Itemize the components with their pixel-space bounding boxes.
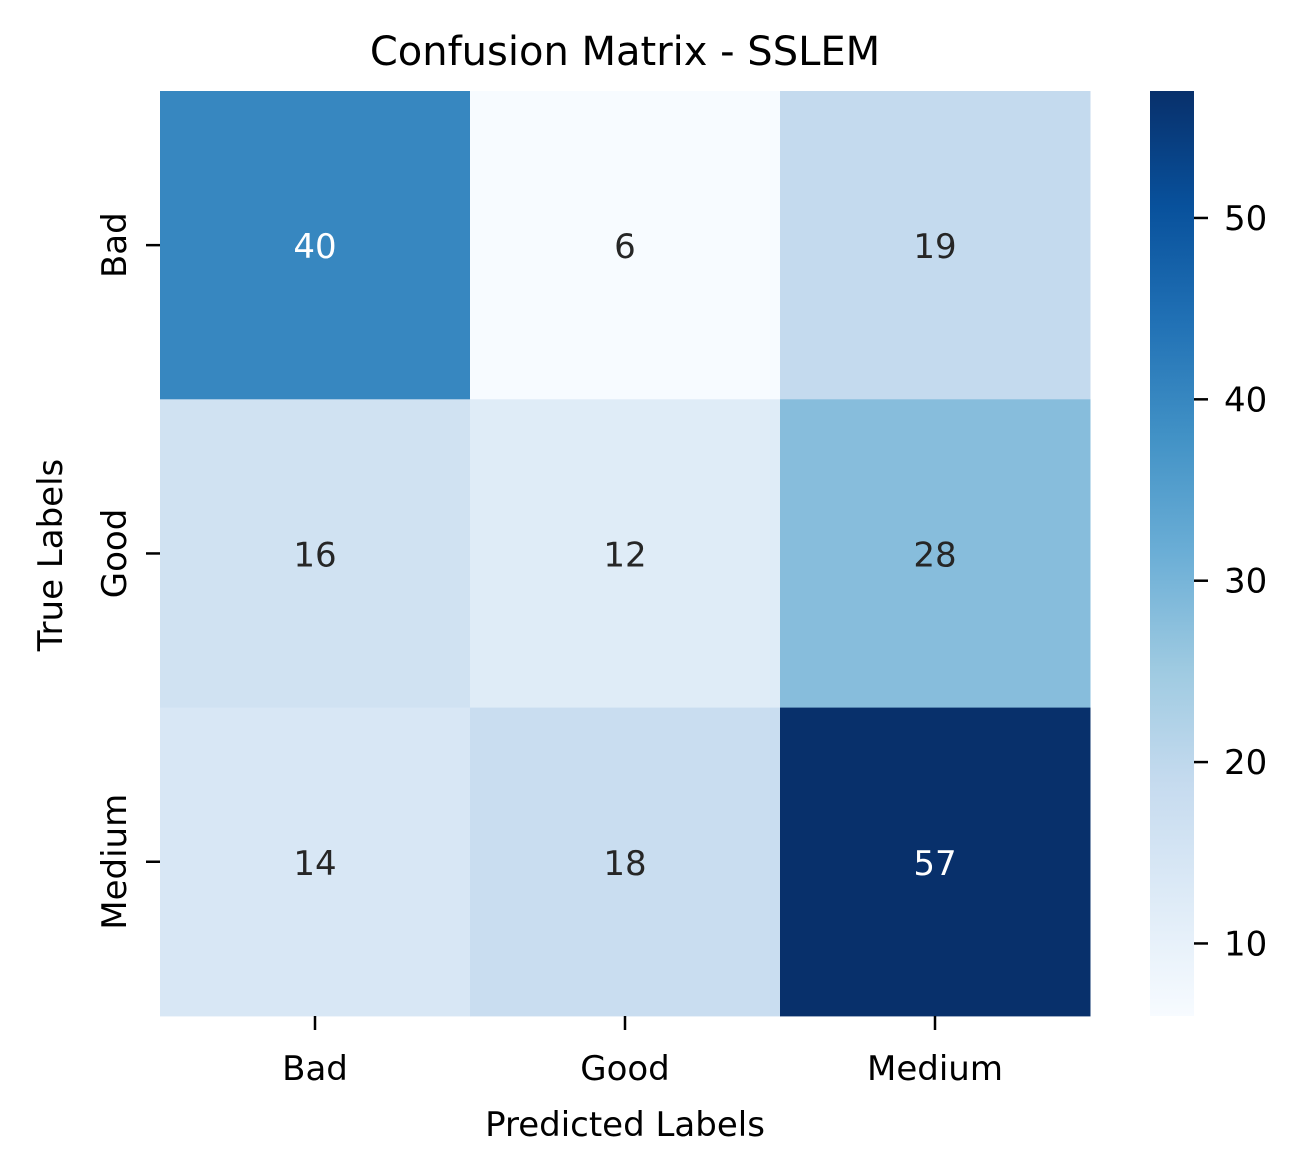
cell-value-2-1: 18 [603,844,646,884]
x-axis-ticks: Bad Good Medium [282,1016,1003,1089]
heatmap-cell-2-2 [780,707,1091,1017]
cell-value-0-2: 19 [913,227,956,267]
heatmap-cells [160,91,1091,1017]
y-axis-ticks: Bad Good Medium [95,212,160,930]
colorbar-tick-label: 20 [1224,743,1267,783]
colorbar-ticks: 10 20 30 40 50 [1194,199,1267,964]
heatmap-cell-1-0 [160,399,471,709]
cell-value-2-2: 57 [913,844,956,884]
heatmap-cell-0-0 [160,91,471,400]
cell-value-1-0: 16 [293,535,336,575]
y-tick-label: Medium [95,794,135,930]
x-tick-label: Good [580,1049,670,1089]
cell-value-0-0: 40 [293,227,336,267]
y-tick-label: Bad [95,212,135,278]
chart-title: Confusion Matrix - SSLEM [370,29,880,75]
cell-value-0-1: 6 [614,227,636,267]
x-tick-label: Medium [867,1049,1003,1089]
x-axis-label: Predicted Labels [485,1105,765,1145]
cell-value-1-1: 12 [603,535,646,575]
heatmap-cell-0-2 [780,91,1091,400]
heatmap-annotations: 40 6 19 16 12 28 14 18 57 [293,227,956,884]
cell-value-2-0: 14 [293,844,336,884]
heatmap-cell-2-0 [160,707,471,1017]
colorbar [1150,91,1194,1016]
y-tick-label: Good [95,509,135,599]
colorbar-tick-label: 40 [1224,380,1267,420]
cell-value-1-2: 28 [913,535,956,575]
y-axis-label: True Labels [31,459,71,652]
colorbar-tick-label: 30 [1224,562,1267,602]
colorbar-tick-label: 50 [1224,199,1267,239]
colorbar-tick-label: 10 [1224,924,1267,964]
x-tick-label: Bad [282,1049,348,1089]
heatmap-cell-0-1 [470,91,781,400]
heatmap-cell-2-1 [470,707,781,1017]
heatmap-cell-1-1 [470,399,781,709]
heatmap-cell-1-2 [780,399,1091,709]
